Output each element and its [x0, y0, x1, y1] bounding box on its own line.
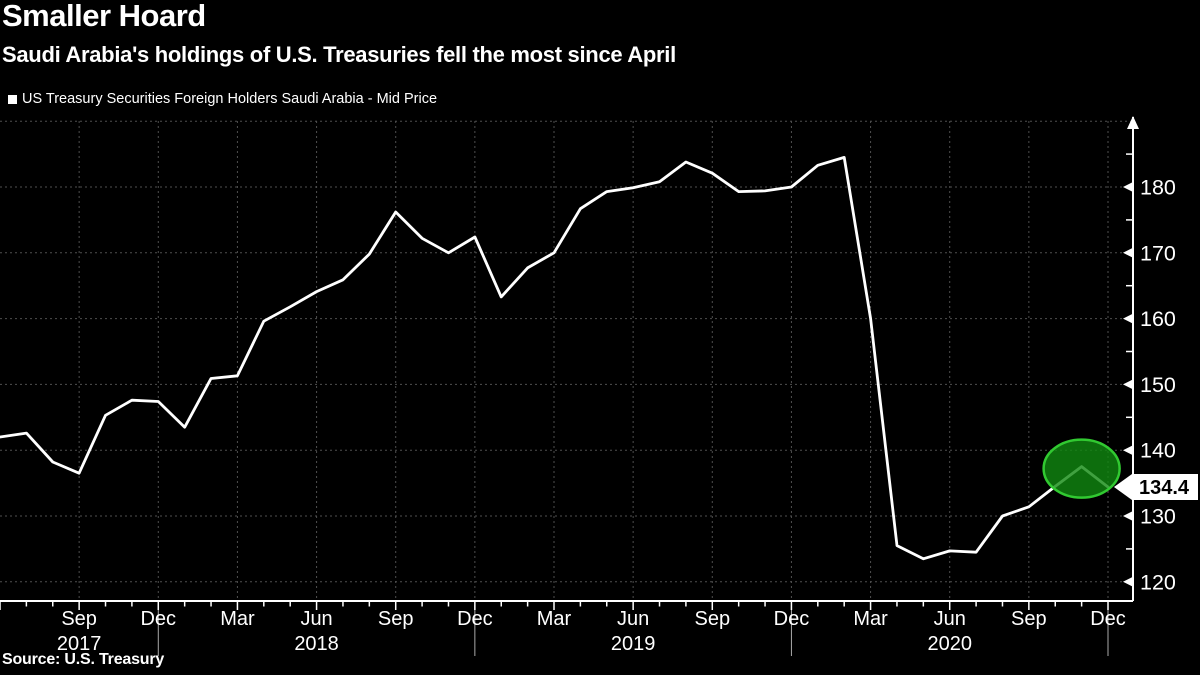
price-line	[0, 155, 1110, 561]
svg-text:Sep: Sep	[378, 608, 414, 630]
svg-text:150: 150	[1140, 373, 1176, 397]
svg-text:Dec: Dec	[1090, 608, 1126, 630]
svg-text:140: 140	[1140, 439, 1176, 463]
chart-title: Smaller Hoard	[2, 0, 206, 33]
legend-label: US Treasury Securities Foreign Holders S…	[22, 91, 438, 107]
gridlines	[0, 120, 1133, 601]
svg-text:2020: 2020	[927, 633, 972, 655]
svg-text:2017: 2017	[57, 633, 102, 655]
svg-text:Sep: Sep	[61, 608, 97, 630]
svg-text:Jun: Jun	[934, 608, 966, 630]
svg-text:Mar: Mar	[537, 608, 572, 630]
source-note: Source: U.S. Treasury	[2, 651, 165, 668]
svg-text:120: 120	[1140, 570, 1176, 594]
legend: US Treasury Securities Foreign Holders S…	[8, 91, 437, 107]
svg-text:Sep: Sep	[1011, 608, 1047, 630]
svg-text:Jun: Jun	[300, 608, 332, 630]
svg-text:130: 130	[1140, 505, 1176, 529]
svg-text:Dec: Dec	[774, 608, 810, 630]
svg-text:170: 170	[1140, 241, 1176, 265]
x-axis: Sep 2017 Dec Mar Jun 2018 Sep Dec Mar Jun 2019 Sep D…	[0, 600, 1133, 655]
svg-text:2018: 2018	[294, 633, 339, 655]
y-axis: 120 130 140 150 160 170 180	[1123, 116, 1176, 601]
chart-subtitle: Saudi Arabia's holdings of U.S. Treasuri…	[2, 42, 676, 67]
svg-text:Jun: Jun	[617, 608, 649, 630]
legend-swatch-icon	[8, 94, 17, 104]
svg-text:Mar: Mar	[220, 608, 255, 630]
svg-text:Dec: Dec	[457, 608, 493, 630]
svg-text:2019: 2019	[611, 633, 656, 655]
svg-text:Sep: Sep	[694, 608, 730, 630]
svg-text:160: 160	[1140, 307, 1176, 331]
svg-text:134.4: 134.4	[1139, 477, 1190, 499]
svg-text:Dec: Dec	[140, 608, 176, 630]
year-separators	[157, 605, 1109, 656]
highlight-ellipse	[1042, 438, 1121, 499]
last-price-tag: 134.4	[1114, 474, 1198, 501]
svg-text:Mar: Mar	[853, 608, 888, 630]
svg-text:180: 180	[1140, 176, 1176, 200]
